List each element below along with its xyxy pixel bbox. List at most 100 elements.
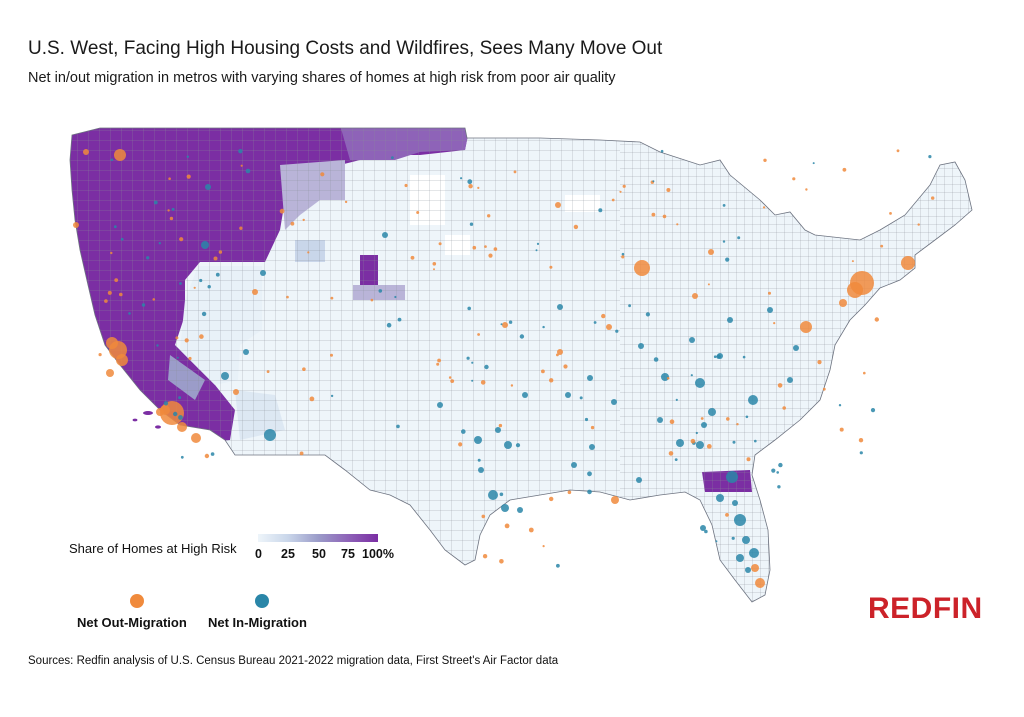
in-migration-dot-icon (255, 594, 269, 608)
out-migration-dot (472, 245, 477, 250)
out-migration-dot (931, 196, 935, 200)
out-migration-dot (792, 177, 796, 181)
out-migration-dot-icon (130, 594, 144, 608)
in-migration-dot (542, 325, 545, 329)
out-migration-dot (110, 251, 113, 255)
in-migration-bubble (589, 444, 595, 450)
out-migration-dot (549, 378, 554, 383)
in-migration-dot (378, 289, 383, 293)
in-migration-bubble (695, 378, 705, 388)
out-migration-bubble (751, 564, 759, 572)
in-migration-dot (579, 396, 583, 400)
out-migration-dot (309, 396, 315, 402)
in-migration-dot (466, 356, 470, 360)
in-migration-dot (396, 424, 400, 429)
out-migration-dot (666, 188, 671, 192)
out-migration-bubble (502, 322, 508, 328)
out-migration-dot (528, 527, 534, 533)
in-migration-dot (704, 529, 708, 534)
in-migration-dot (471, 379, 474, 382)
out-migration-dot (863, 371, 866, 375)
in-migration-dot (713, 355, 717, 359)
in-migration-bubble (742, 536, 750, 544)
map-title: U.S. West, Facing High Housing Costs and… (28, 38, 663, 59)
out-migration-dot (266, 370, 270, 373)
in-migration-bubble (221, 372, 229, 380)
in-migration-dot (584, 417, 589, 422)
out-migration-dot (746, 457, 751, 462)
in-migration-dot (771, 468, 776, 473)
in-migration-dot (715, 540, 718, 543)
redfin-logo: REDFIN (868, 592, 983, 625)
out-migration-bubble (800, 321, 812, 333)
channel-islands (132, 411, 161, 429)
legend-ticks: 0 25 50 75 100% (255, 547, 405, 563)
county-grid-east (620, 128, 972, 602)
in-migration-label: Net In-Migration (208, 615, 307, 630)
in-migration-dot (690, 374, 693, 377)
out-migration-dot (668, 451, 674, 456)
in-migration-bubble (748, 395, 758, 405)
out-migration-dot (480, 380, 486, 385)
in-migration-bubble (726, 471, 738, 483)
in-migration-dot (742, 355, 746, 359)
out-migration-dot (573, 224, 579, 230)
in-migration-bubble (478, 467, 484, 473)
in-migration-dot (110, 158, 114, 162)
out-migration-dot (199, 334, 204, 339)
out-migration-dot (777, 383, 783, 388)
out-migration-dot (762, 206, 766, 209)
out-migration-dot (504, 523, 510, 529)
in-migration-dot (722, 204, 726, 207)
in-migration-dot (812, 162, 815, 165)
out-migration-dot (896, 149, 900, 153)
out-migration-bubble (73, 222, 79, 228)
out-migration-dot (204, 453, 210, 459)
out-migration-bubble (847, 282, 863, 298)
out-migration-dot (662, 214, 667, 219)
out-migration-dot (707, 283, 710, 286)
in-migration-dot (180, 455, 184, 459)
in-migration-dot (469, 222, 474, 226)
out-migration-dot (542, 545, 545, 548)
out-migration-dot (448, 376, 452, 379)
in-migration-dot (500, 323, 503, 326)
in-migration-dot (535, 249, 538, 252)
in-migration-dot (870, 408, 876, 413)
in-migration-dot (928, 155, 932, 159)
in-migration-dot (499, 492, 504, 497)
out-migration-dot (410, 255, 415, 260)
in-migration-bubble (243, 349, 249, 355)
in-migration-dot (731, 536, 735, 540)
out-migration-dot (611, 198, 615, 202)
out-migration-dot (330, 353, 333, 357)
out-migration-dot (773, 322, 776, 325)
out-migration-dot (458, 442, 463, 447)
out-migration-bubble (156, 408, 164, 416)
out-migration-dot (152, 298, 156, 301)
in-migration-dot (120, 237, 124, 241)
out-migration-dot (601, 313, 606, 319)
in-migration-dot (467, 306, 472, 311)
in-migration-dot (587, 489, 592, 495)
out-migration-bubble (191, 433, 201, 443)
out-migration-dot (481, 514, 486, 519)
in-migration-bubble (571, 462, 577, 468)
in-migration-dot (484, 364, 489, 370)
legend-tick-75: 75 (341, 547, 355, 561)
legend-scale-label: Share of Homes at High Risk (69, 541, 237, 556)
out-migration-dot (493, 247, 498, 251)
in-migration-dot (467, 179, 473, 185)
in-migration-bubble (611, 399, 617, 405)
out-migration-dot (513, 170, 517, 174)
out-migration-dot (839, 427, 844, 432)
in-migration-dot (330, 394, 334, 398)
in-migration-bubble (736, 554, 744, 562)
in-migration-bubble (488, 490, 498, 500)
out-migration-bubble (606, 324, 612, 330)
out-migration-dot (186, 174, 191, 179)
out-migration-bubble (901, 256, 915, 270)
out-migration-dot (725, 513, 729, 517)
in-migration-bubble (522, 392, 528, 398)
out-migration-dot (239, 226, 243, 230)
